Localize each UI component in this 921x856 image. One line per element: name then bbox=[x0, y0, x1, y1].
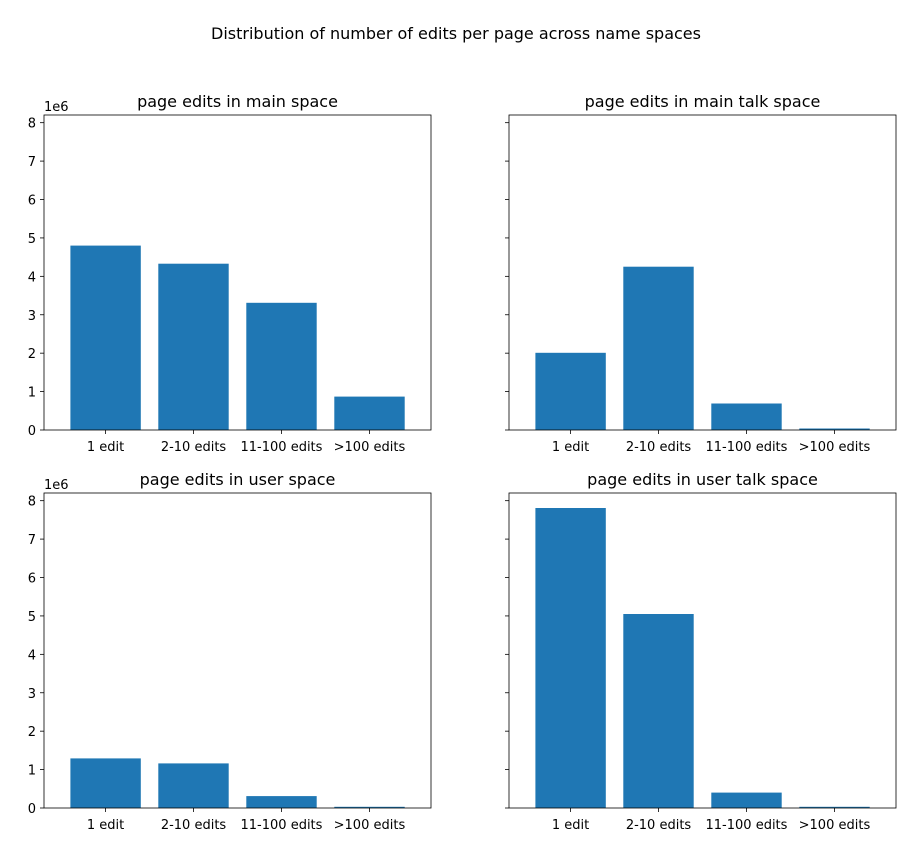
y-tick-label: 6 bbox=[28, 194, 36, 209]
bar-2-10-edits bbox=[158, 263, 229, 430]
subplot-title: page edits in user space bbox=[140, 470, 336, 489]
subplot-user-space: 1 edit 2-10 edits 11-100 edits >100 edits 0 1… bbox=[28, 470, 432, 833]
bar-11-100-edits bbox=[711, 792, 782, 808]
bar--100-edits bbox=[799, 806, 870, 808]
y-tick-label: 7 bbox=[28, 155, 36, 170]
y-tick-label: 3 bbox=[28, 309, 36, 324]
x-tick-label: 2-10 edits bbox=[626, 440, 692, 455]
x-tick-label: >100 edits bbox=[334, 818, 406, 833]
subplot-title: page edits in main space bbox=[137, 92, 338, 111]
y-tick-label: 3 bbox=[28, 687, 36, 702]
bar-1-edit bbox=[535, 352, 606, 430]
bar-2-10-edits bbox=[623, 266, 694, 430]
y-offset-label: 1e6 bbox=[44, 478, 69, 493]
x-tick-label: 1 edit bbox=[552, 818, 589, 833]
x-tick-label: 2-10 edits bbox=[626, 818, 692, 833]
figure-suptitle: Distribution of number of edits per page… bbox=[211, 24, 701, 43]
y-tick-label: 6 bbox=[28, 572, 36, 587]
x-tick-label: 11-100 edits bbox=[241, 818, 323, 833]
x-tick-label: 1 edit bbox=[552, 440, 589, 455]
bar-1-edit bbox=[70, 245, 141, 430]
x-tick-label: >100 edits bbox=[334, 440, 406, 455]
bar-11-100-edits bbox=[246, 796, 317, 808]
axes-frame bbox=[508, 492, 897, 809]
x-tick-label: 2-10 edits bbox=[161, 440, 227, 455]
x-tick-label: 1 edit bbox=[87, 440, 124, 455]
subplot-user-talk-space: 1 edit 2-10 edits 11-100 edits >100 edits pa… bbox=[505, 470, 897, 833]
y-tick-label: 4 bbox=[28, 270, 36, 285]
axes-frame bbox=[508, 114, 897, 431]
subplot-main-talk-space: 1 edit 2-10 edits 11-100 edits >100 edits pa… bbox=[505, 92, 897, 455]
y-tick-label: 2 bbox=[28, 725, 36, 740]
bar--100-edits bbox=[334, 396, 405, 430]
y-offset-label: 1e6 bbox=[44, 100, 69, 115]
x-tick-label: >100 edits bbox=[799, 440, 871, 455]
x-tick-label: 2-10 edits bbox=[161, 818, 227, 833]
x-tick-label: 11-100 edits bbox=[706, 440, 788, 455]
subplot-grid: 1 edit 2-10 edits 11-100 edits >100 edits 0 1… bbox=[28, 92, 897, 833]
y-tick-label: 1 bbox=[28, 386, 36, 401]
axes-frame bbox=[43, 114, 432, 431]
bar-11-100-edits bbox=[711, 403, 782, 430]
bar--100-edits bbox=[334, 806, 405, 808]
x-tick-label: 11-100 edits bbox=[241, 440, 323, 455]
x-tick-label: >100 edits bbox=[799, 818, 871, 833]
y-tick-label: 8 bbox=[28, 495, 36, 510]
bar-11-100-edits bbox=[246, 302, 317, 430]
bar-2-10-edits bbox=[623, 614, 694, 808]
y-tick-label: 5 bbox=[28, 610, 36, 625]
x-tick-label: 1 edit bbox=[87, 818, 124, 833]
y-tick-label: 0 bbox=[28, 424, 36, 439]
y-tick-label: 7 bbox=[28, 533, 36, 548]
y-tick-label: 0 bbox=[28, 802, 36, 817]
subplot-title: page edits in main talk space bbox=[585, 92, 821, 111]
bar-2-10-edits bbox=[158, 763, 229, 808]
y-tick-label: 8 bbox=[28, 117, 36, 132]
subplot-main-space: 1 edit 2-10 edits 11-100 edits >100 edits 0 1… bbox=[28, 92, 432, 455]
y-tick-label: 4 bbox=[28, 648, 36, 663]
x-tick-label: 11-100 edits bbox=[706, 818, 788, 833]
axes-frame bbox=[43, 492, 432, 809]
y-tick-label: 5 bbox=[28, 232, 36, 247]
bar--100-edits bbox=[799, 428, 870, 430]
bar-1-edit bbox=[70, 758, 141, 808]
bar-1-edit bbox=[535, 508, 606, 808]
y-tick-label: 2 bbox=[28, 347, 36, 362]
subplot-title: page edits in user talk space bbox=[587, 470, 818, 489]
y-tick-label: 1 bbox=[28, 764, 36, 779]
